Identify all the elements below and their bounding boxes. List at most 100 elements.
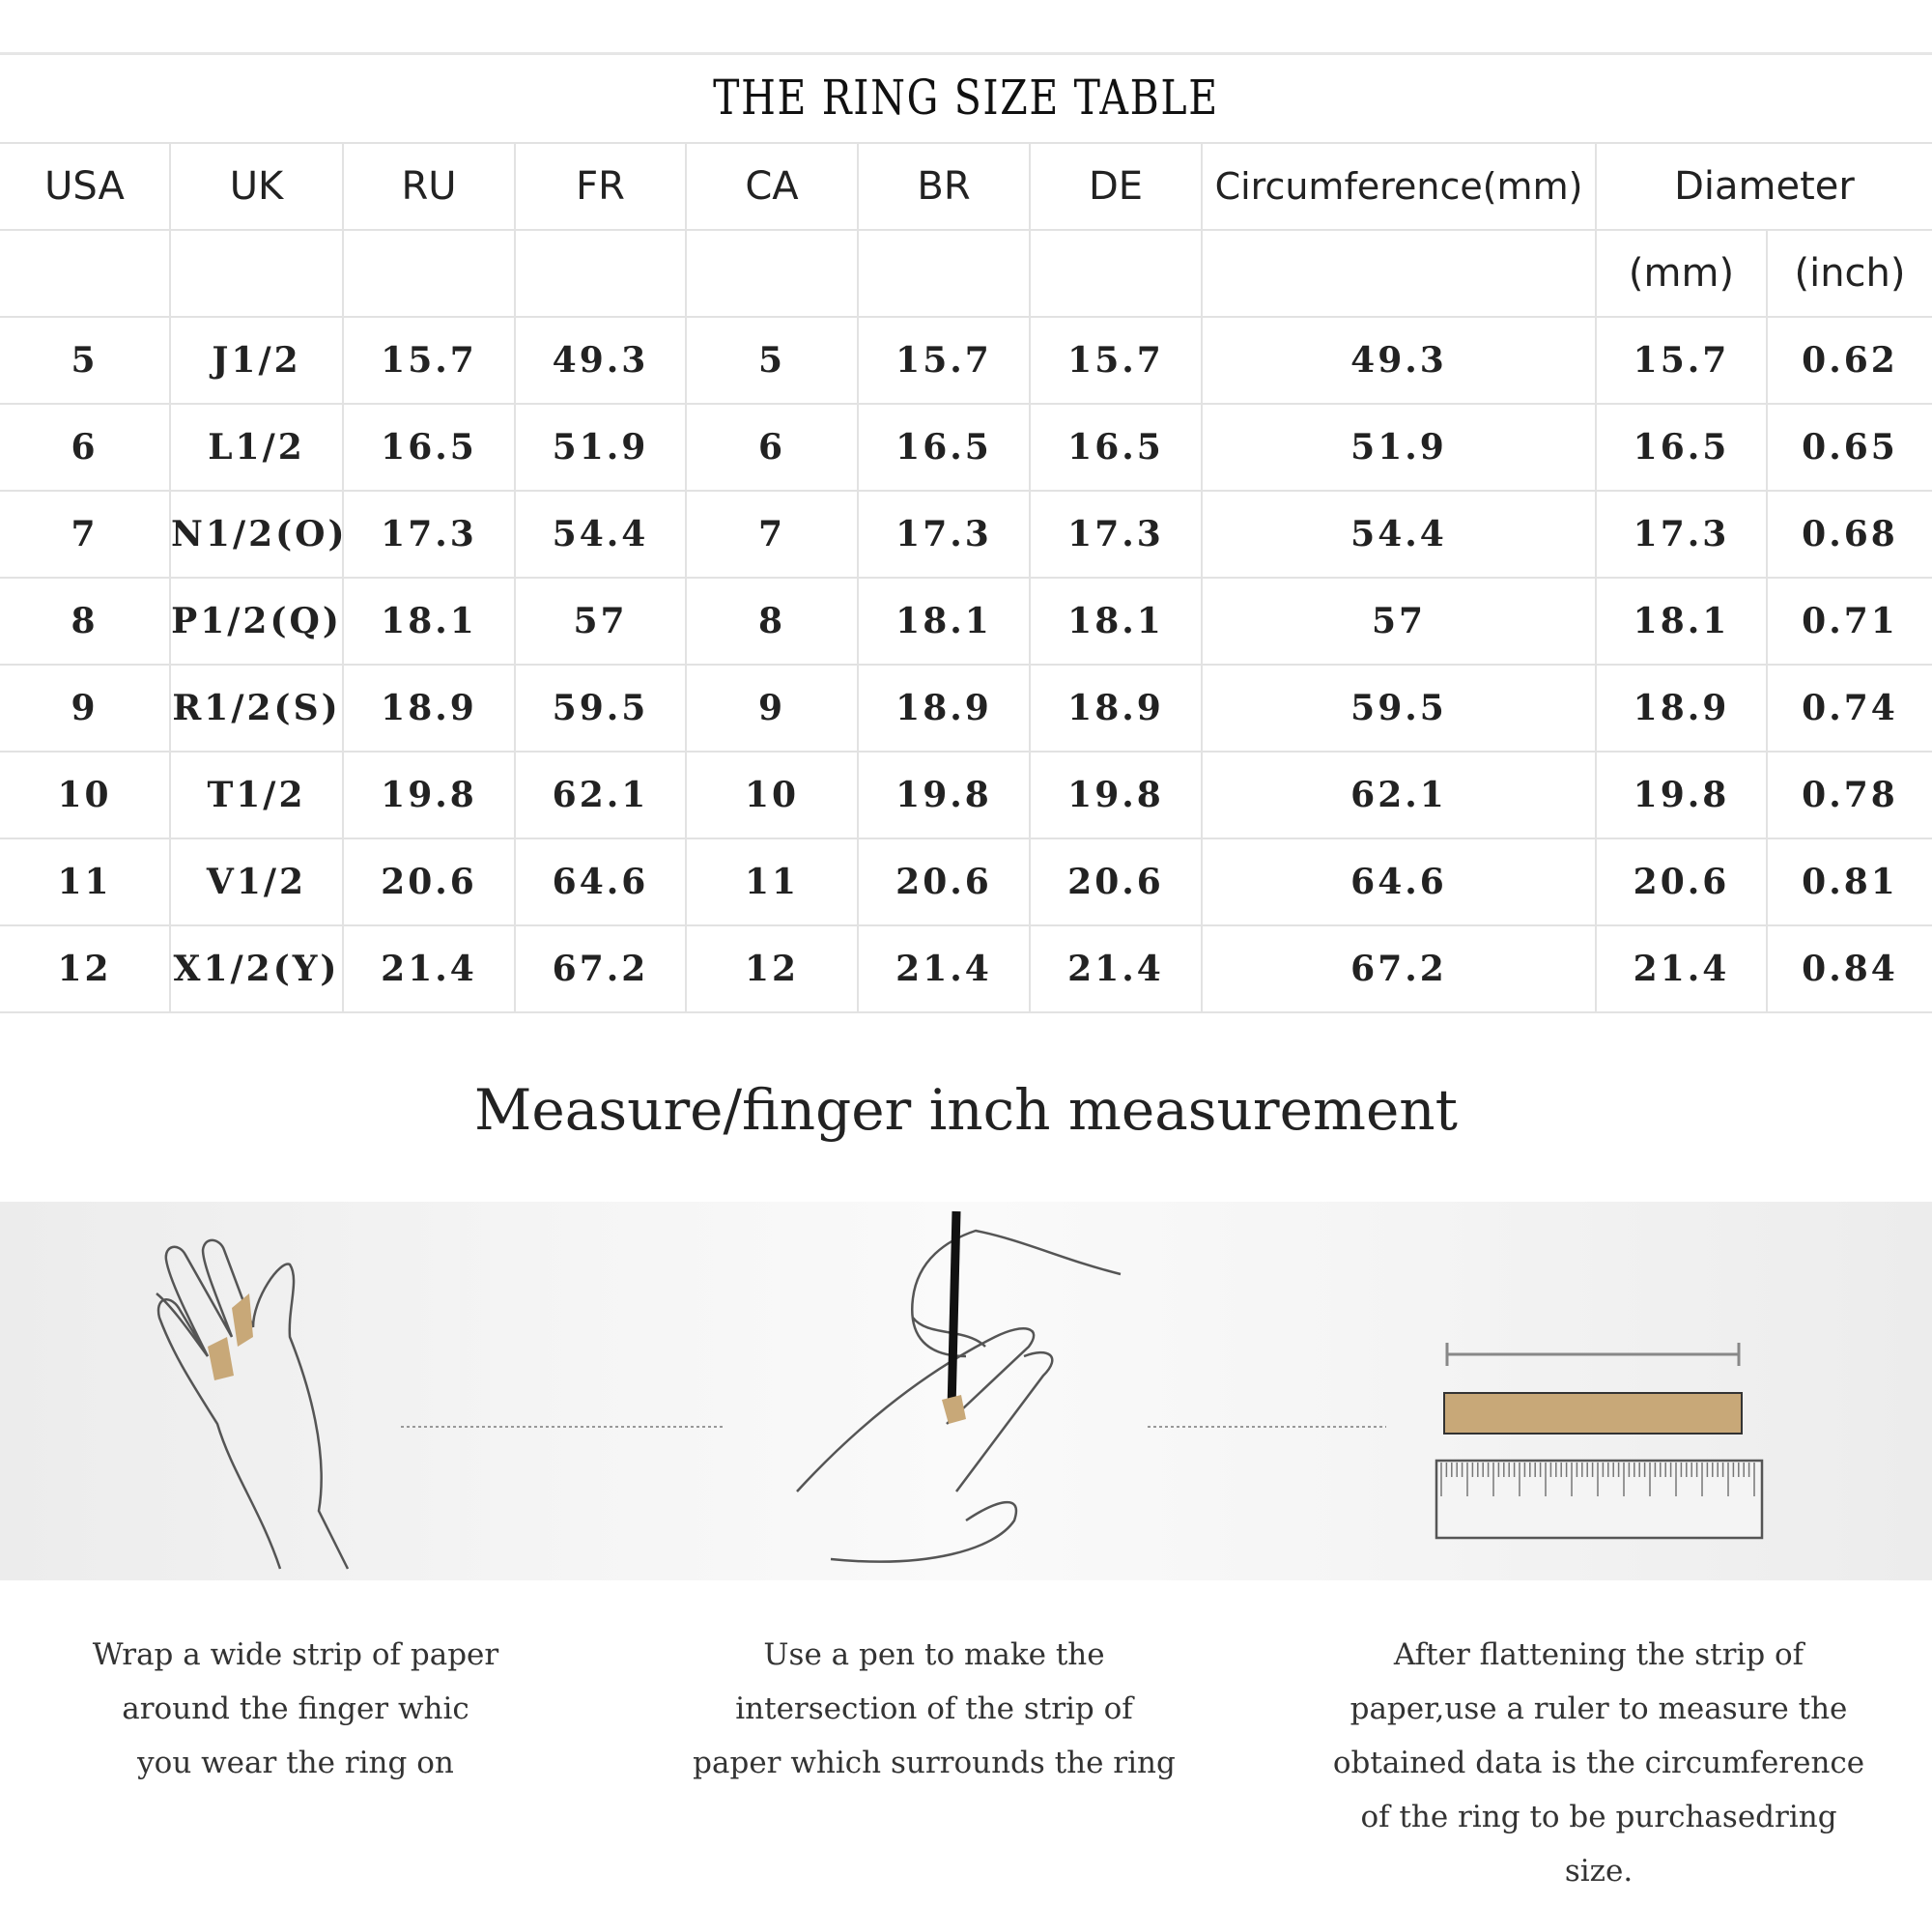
table-cell: 20.6	[1029, 838, 1203, 926]
table-cell: 19.8	[857, 751, 1031, 839]
table-cell: 17.3	[1595, 490, 1768, 579]
table-cell: 15.7	[1595, 316, 1768, 405]
table-cell: 51.9	[514, 403, 687, 492]
table-cell: 17.3	[857, 490, 1031, 579]
table-cell: 18.9	[342, 664, 516, 753]
table-cell: 67.2	[1201, 924, 1597, 1013]
table-cell: L1/2	[169, 403, 344, 492]
ring-size-table: USA UK RU FR CA BR DE Circumference(mm) …	[0, 142, 1932, 1013]
pen-mark-paper-icon	[796, 1210, 1122, 1563]
table-cell: 20.6	[342, 838, 516, 926]
table-cell: 0.62	[1766, 316, 1932, 405]
table-cell: 19.8	[342, 751, 516, 839]
table-cell: 18.1	[342, 577, 516, 666]
table-cell: 20.6	[1595, 838, 1768, 926]
header-br: BR	[857, 142, 1031, 231]
table-cell: 16.5	[857, 403, 1031, 492]
table-cell: 11	[0, 838, 171, 926]
table-cell: 0.78	[1766, 751, 1932, 839]
table-cell: 18.9	[1029, 664, 1203, 753]
table-row: 9 R1/2(S) 18.9 59.5 9 18.9 18.9 59.5 18.9 0.74	[0, 664, 1932, 753]
table-cell: T1/2	[169, 751, 344, 839]
step-3-caption: After flattening the strip of paper,use …	[1332, 1637, 1865, 1889]
header-ru: RU	[342, 142, 516, 231]
table-row: 8 P1/2(Q) 18.1 57 8 18.1 18.1 57 18.1 0.71	[0, 577, 1932, 666]
table-cell: 15.7	[1029, 316, 1203, 405]
hand-wrap-paper-icon	[156, 1238, 350, 1570]
header-diameter: Diameter	[1595, 142, 1932, 231]
table-cell: 19.8	[1595, 751, 1768, 839]
step-2-caption: Use a pen to make the intersection of th…	[693, 1637, 1176, 1780]
subheader-row: (mm) (inch)	[0, 229, 1932, 318]
table-row: 7 N1/2(O) 17.3 54.4 7 17.3 17.3 54.4 17.3 0.68	[0, 490, 1932, 579]
table-row: 10 T1/2 19.8 62.1 10 19.8 19.8 62.1 19.8 0.78	[0, 751, 1932, 839]
table-cell: 67.2	[514, 924, 687, 1013]
table-cell: 64.6	[1201, 838, 1597, 926]
table-cell: 8	[685, 577, 859, 666]
table-cell: 15.7	[342, 316, 516, 405]
table-cell: 10	[685, 751, 859, 839]
table-cell: 18.1	[1595, 577, 1768, 666]
table-cell: 0.84	[1766, 924, 1932, 1013]
table-cell: 6	[685, 403, 859, 492]
table-cell: 57	[1201, 577, 1597, 666]
table-cell: 17.3	[342, 490, 516, 579]
table-cell: 57	[514, 577, 687, 666]
table-cell: 51.9	[1201, 403, 1597, 492]
header-usa: USA	[0, 142, 171, 231]
table-row: 11 V1/2 20.6 64.6 11 20.6 20.6 64.6 20.6 0.81	[0, 838, 1932, 926]
table-cell: 16.5	[1029, 403, 1203, 492]
illustration-band	[0, 1202, 1932, 1580]
table-cell: 18.1	[857, 577, 1031, 666]
table-cell: 17.3	[1029, 490, 1203, 579]
table-cell: 54.4	[1201, 490, 1597, 579]
table-title: THE RING SIZE TABLE	[713, 70, 1219, 126]
top-divider	[0, 52, 1932, 55]
table-cell: 62.1	[514, 751, 687, 839]
table-cell: 15.7	[857, 316, 1031, 405]
table-cell: 5	[685, 316, 859, 405]
header-circumference: Circumference(mm)	[1201, 142, 1597, 231]
header-row: USA UK RU FR CA BR DE Circumference(mm) …	[0, 142, 1932, 231]
table-cell: 54.4	[514, 490, 687, 579]
table-cell: 18.9	[857, 664, 1031, 753]
table-cell: 59.5	[1201, 664, 1597, 753]
table-cell: 11	[685, 838, 859, 926]
table-cell: X1/2(Y)	[169, 924, 344, 1013]
table-cell: 49.3	[514, 316, 687, 405]
table-cell: 0.81	[1766, 838, 1932, 926]
table-cell: 12	[685, 924, 859, 1013]
header-ca: CA	[685, 142, 859, 231]
table-cell: 59.5	[514, 664, 687, 753]
table-cell: 18.1	[1029, 577, 1203, 666]
header-uk: UK	[169, 142, 344, 231]
table-cell: R1/2(S)	[169, 664, 344, 753]
table-cell: 49.3	[1201, 316, 1597, 405]
subheader-mm: (mm)	[1595, 229, 1768, 318]
measure-title: Measure/finger inch measurement	[474, 1077, 1458, 1143]
table-cell: 9	[0, 664, 171, 753]
table-cell: 21.4	[342, 924, 516, 1013]
table-cell: 7	[685, 490, 859, 579]
table-cell: 5	[0, 316, 171, 405]
table-cell: 8	[0, 577, 171, 666]
header-fr: FR	[514, 142, 687, 231]
header-de: DE	[1029, 142, 1203, 231]
table-cell: 0.68	[1766, 490, 1932, 579]
table-cell: 16.5	[342, 403, 516, 492]
table-cell: 21.4	[1029, 924, 1203, 1013]
table-cell: 0.74	[1766, 664, 1932, 753]
ruler-measure-icon	[1435, 1343, 1764, 1540]
table-cell: J1/2	[169, 316, 344, 405]
step-1-caption: Wrap a wide strip of paper around the fi…	[92, 1637, 499, 1780]
table-cell: V1/2	[169, 838, 344, 926]
table-cell: 20.6	[857, 838, 1031, 926]
table-cell: 19.8	[1029, 751, 1203, 839]
table-cell: 6	[0, 403, 171, 492]
table-row: 12 X1/2(Y) 21.4 67.2 12 21.4 21.4 67.2 21.4 0.84	[0, 924, 1932, 1013]
table-cell: 0.71	[1766, 577, 1932, 666]
table-cell: 0.65	[1766, 403, 1932, 492]
table-cell: 10	[0, 751, 171, 839]
table-cell: N1/2(O)	[169, 490, 345, 579]
subheader-inch: (inch)	[1766, 229, 1932, 318]
